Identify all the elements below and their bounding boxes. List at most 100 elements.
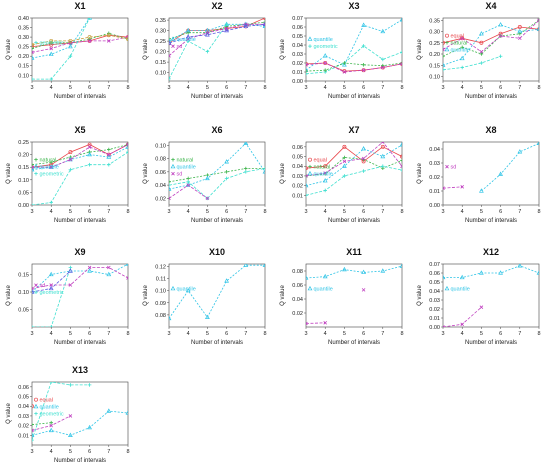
data-point-geometric [49, 325, 53, 327]
data-point-quantile [306, 275, 309, 280]
x-axis-label: Number of intervals [191, 340, 243, 346]
data-point-sd [361, 288, 366, 292]
legend-marker-geometric [34, 171, 38, 176]
series-line-geometric [32, 18, 90, 80]
series-line-equal [32, 34, 128, 47]
panel-title: X7 [348, 125, 359, 135]
data-point-quantile [32, 55, 35, 60]
x-axis-label: Number of intervals [191, 94, 243, 100]
legend-label-natural: natural [451, 40, 468, 46]
plot-area [169, 264, 265, 321]
x-axis-label: Number of intervals [54, 340, 106, 346]
series-line-quantile [481, 143, 539, 192]
x-tick-label: 7 [518, 331, 521, 337]
y-axis-label: Q value [280, 39, 286, 60]
y-axis-label: Q value [6, 163, 12, 184]
x-tick-label: 8 [400, 209, 403, 215]
x-tick-label: 4 [187, 331, 190, 337]
y-tick-label: 0.10 [429, 75, 440, 81]
data-point-sd [68, 283, 73, 287]
x-tick-label: 3 [304, 85, 307, 91]
y-tick-label: 0.09 [155, 301, 166, 307]
data-point-sd [400, 164, 402, 169]
data-point-geometric [244, 170, 248, 174]
data-point-natural [32, 162, 34, 167]
data-point-quantile [380, 268, 386, 273]
y-tick-label: 0.07 [292, 16, 303, 22]
data-point-geometric [361, 44, 366, 48]
data-point-quantile [517, 149, 523, 154]
data-point-geometric [32, 77, 34, 81]
series-line-geometric [32, 267, 71, 327]
data-point-sd [342, 70, 347, 74]
data-point-sd [460, 36, 464, 41]
data-point-quantile [169, 38, 172, 43]
legend-label-geometric: geometric [40, 411, 64, 417]
data-point-sd [323, 321, 327, 325]
y-tick-label: 0.30 [429, 30, 440, 36]
legend-label-sd: sd [40, 283, 46, 289]
y-axis-label: Q value [6, 285, 12, 306]
data-point-quantile [479, 270, 484, 275]
data-point-extra2 [32, 42, 34, 47]
legend: quantile [307, 285, 333, 292]
x-tick-label: 7 [107, 85, 110, 91]
data-point-sd [306, 63, 308, 67]
x-tick-label: 8 [263, 209, 266, 215]
data-point-quantile [399, 18, 402, 22]
plot-frame [442, 17, 540, 82]
series-line-natural [169, 168, 265, 183]
data-point-sd [323, 61, 327, 65]
x-tick-label: 4 [461, 331, 464, 337]
y-axis-label: Q value [280, 285, 286, 306]
data-point-equal [87, 142, 92, 147]
y-tick-label: 0.25 [429, 41, 440, 47]
x-tick-label: 3 [167, 85, 170, 91]
y-tick-label: 0.04 [429, 289, 440, 295]
data-point-equal [323, 61, 328, 65]
legend: geometric [34, 40, 64, 46]
data-point-natural [479, 52, 484, 56]
data-point-quantile [322, 53, 328, 58]
x-tick-label: 5 [343, 331, 346, 337]
legend-label-quantile: quantile [314, 37, 333, 43]
x-tick-label: 3 [441, 85, 444, 91]
y-tick-label: 0.30 [18, 35, 29, 41]
series-line-quantile [32, 264, 128, 293]
data-point-geometric [87, 162, 92, 167]
y-tick-label: 0.35 [155, 18, 166, 24]
x-tick-label: 7 [381, 85, 384, 91]
data-point-sd [361, 156, 366, 161]
data-point-equal [68, 150, 73, 155]
series-line-natural [306, 62, 402, 72]
x-tick-label: 3 [441, 331, 444, 337]
series-line-extra1 [32, 270, 71, 293]
x-tick-label: 6 [88, 331, 91, 337]
data-point-sd [87, 265, 92, 270]
legend-marker-sd [34, 283, 38, 287]
data-point-quantile [399, 142, 402, 147]
data-point-quantile [32, 432, 35, 437]
y-tick-label: 0.10 [155, 143, 166, 149]
series-line-geometric [32, 382, 90, 441]
data-point-extra1 [185, 34, 191, 39]
series-line-sd [306, 142, 402, 177]
legend-marker-quantile [33, 403, 39, 409]
x-tick-label: 3 [304, 209, 307, 215]
x-tick-label: 3 [30, 331, 33, 337]
data-point-equal [323, 164, 328, 169]
data-point-geometric [68, 54, 73, 58]
data-point-extra2 [49, 38, 54, 43]
series-line-natural [32, 144, 128, 166]
data-point-geometric [224, 176, 229, 181]
legend-marker-quantile [444, 285, 450, 291]
data-point-sd [306, 174, 308, 178]
legend-marker-geometric [34, 290, 38, 294]
x-tick-label: 8 [126, 449, 129, 455]
series-line-quantile [306, 265, 402, 279]
data-point-extra1 [224, 27, 229, 33]
series-line-quantile [32, 146, 128, 171]
data-point-natural [460, 45, 464, 50]
